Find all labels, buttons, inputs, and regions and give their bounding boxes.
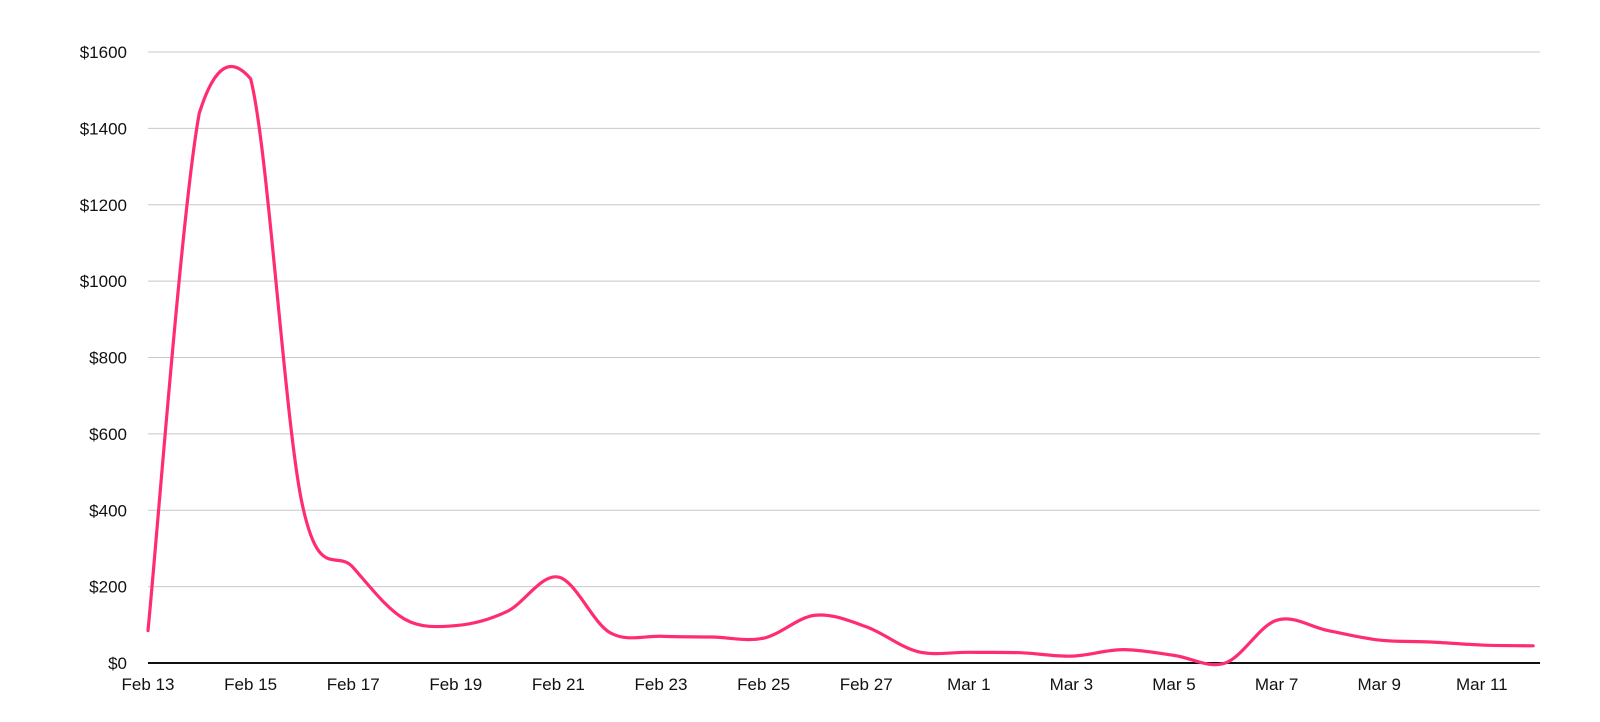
y-tick-label: $0 <box>108 654 127 673</box>
x-tick-label: Mar 11 <box>1456 675 1508 694</box>
x-tick-label: Mar 7 <box>1255 675 1298 694</box>
x-tick-label: Mar 3 <box>1050 675 1093 694</box>
x-tick-label: Feb 27 <box>840 675 893 694</box>
y-tick-label: $800 <box>89 349 127 368</box>
y-tick-label: $1000 <box>80 272 127 291</box>
y-tick-label: $400 <box>89 501 127 520</box>
y-tick-label: $1600 <box>80 43 127 62</box>
y-axis-tick-labels: $0 $200 $400 $600 $800 $1000 $1200 $1400 $1600 <box>80 43 127 673</box>
y-tick-label: $200 <box>89 578 127 597</box>
y-tick-label: $1200 <box>80 196 127 215</box>
x-axis-tick-labels: Feb 13 Feb 15 Feb 17 Feb 19 Feb 21 Feb 23 Feb … <box>122 675 1508 694</box>
series-line <box>146 64 1535 667</box>
gridlines <box>148 51 1540 588</box>
y-tick-label: $600 <box>89 425 127 444</box>
y-tick-label: $1400 <box>80 119 127 138</box>
series-layer <box>146 64 1535 667</box>
x-tick-label: Feb 21 <box>532 675 585 694</box>
x-tick-label: Feb 23 <box>635 675 688 694</box>
x-tick-label: Feb 17 <box>327 675 380 694</box>
x-tick-label: Mar 9 <box>1357 675 1400 694</box>
x-tick-label: Feb 13 <box>122 675 175 694</box>
x-tick-label: Feb 19 <box>429 675 482 694</box>
x-tick-label: Feb 25 <box>737 675 790 694</box>
x-tick-label: Mar 1 <box>947 675 990 694</box>
x-tick-label: Feb 15 <box>224 675 277 694</box>
x-tick-label: Mar 5 <box>1152 675 1195 694</box>
